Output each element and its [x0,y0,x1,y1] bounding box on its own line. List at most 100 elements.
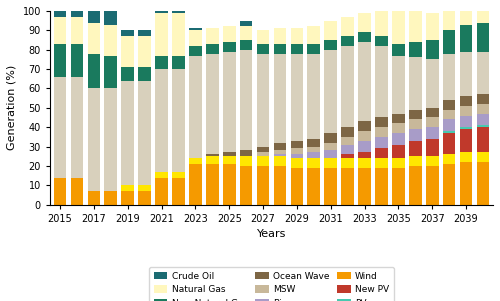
Bar [256,166,270,205]
Bar [324,168,337,205]
Bar [426,13,438,40]
Bar [442,133,456,154]
Bar [54,11,66,17]
Bar [358,131,371,141]
Bar [155,13,168,55]
Bar [358,42,371,121]
Bar [375,11,388,36]
Bar [290,148,303,154]
Bar [375,137,388,148]
Bar [138,67,151,81]
Bar [392,113,404,123]
Bar [358,141,371,152]
Legend: Crude Oil, Natural Gas, New Natural Gas, Large Hydro, Ocean Wave, MSW, Biomass, : Crude Oil, Natural Gas, New Natural Gas,… [150,267,394,301]
Bar [172,69,185,172]
Bar [460,96,472,106]
Bar [342,168,354,205]
Bar [375,117,388,127]
Bar [206,54,218,154]
Bar [240,156,252,166]
Bar [206,44,218,54]
Bar [223,26,235,42]
Bar [358,168,371,205]
Bar [122,191,134,205]
Bar [256,147,270,152]
Bar [172,11,185,13]
Bar [308,26,320,44]
Bar [240,150,252,156]
Bar [290,44,303,54]
Bar [88,11,100,23]
Bar [189,30,202,46]
Y-axis label: Generation (%): Generation (%) [7,65,17,150]
Bar [54,44,66,77]
Bar [358,158,371,168]
Bar [476,152,489,162]
Bar [70,11,84,17]
Bar [342,46,354,127]
Bar [375,46,388,117]
Bar [442,119,456,131]
Bar [308,147,320,152]
Bar [122,30,134,36]
Bar [442,154,456,164]
Bar [324,40,337,50]
Bar [442,30,456,54]
Bar [476,113,489,125]
Bar [460,152,472,162]
Bar [104,11,117,24]
Bar [476,5,489,23]
Bar [256,30,270,44]
Bar [88,23,100,54]
Bar [54,178,66,205]
Bar [88,191,100,205]
Bar [172,172,185,178]
Bar [274,54,286,143]
Bar [442,100,456,110]
Bar [70,17,84,44]
Bar [392,11,404,44]
X-axis label: Years: Years [257,229,286,239]
Bar [223,164,235,205]
Bar [375,127,388,137]
Bar [240,50,252,150]
Bar [122,67,134,81]
Bar [426,166,438,205]
Bar [256,54,270,147]
Bar [476,125,489,127]
Bar [476,94,489,104]
Bar [138,36,151,67]
Bar [342,144,354,154]
Bar [172,55,185,69]
Bar [290,141,303,148]
Bar [240,21,252,26]
Bar [274,150,286,154]
Bar [426,59,438,108]
Bar [358,13,371,32]
Bar [375,168,388,205]
Bar [138,81,151,185]
Bar [409,119,422,129]
Bar [476,52,489,94]
Bar [138,185,151,191]
Bar [88,54,100,88]
Bar [409,57,422,110]
Bar [54,17,66,44]
Bar [409,42,422,57]
Bar [223,152,235,156]
Bar [308,139,320,147]
Bar [189,28,202,30]
Bar [223,42,235,52]
Bar [206,164,218,205]
Bar [206,154,218,156]
Bar [308,152,320,158]
Bar [375,158,388,168]
Bar [442,54,456,100]
Bar [392,44,404,55]
Bar [256,44,270,54]
Bar [342,17,354,36]
Bar [290,158,303,168]
Bar [155,172,168,178]
Bar [172,178,185,205]
Bar [442,131,456,133]
